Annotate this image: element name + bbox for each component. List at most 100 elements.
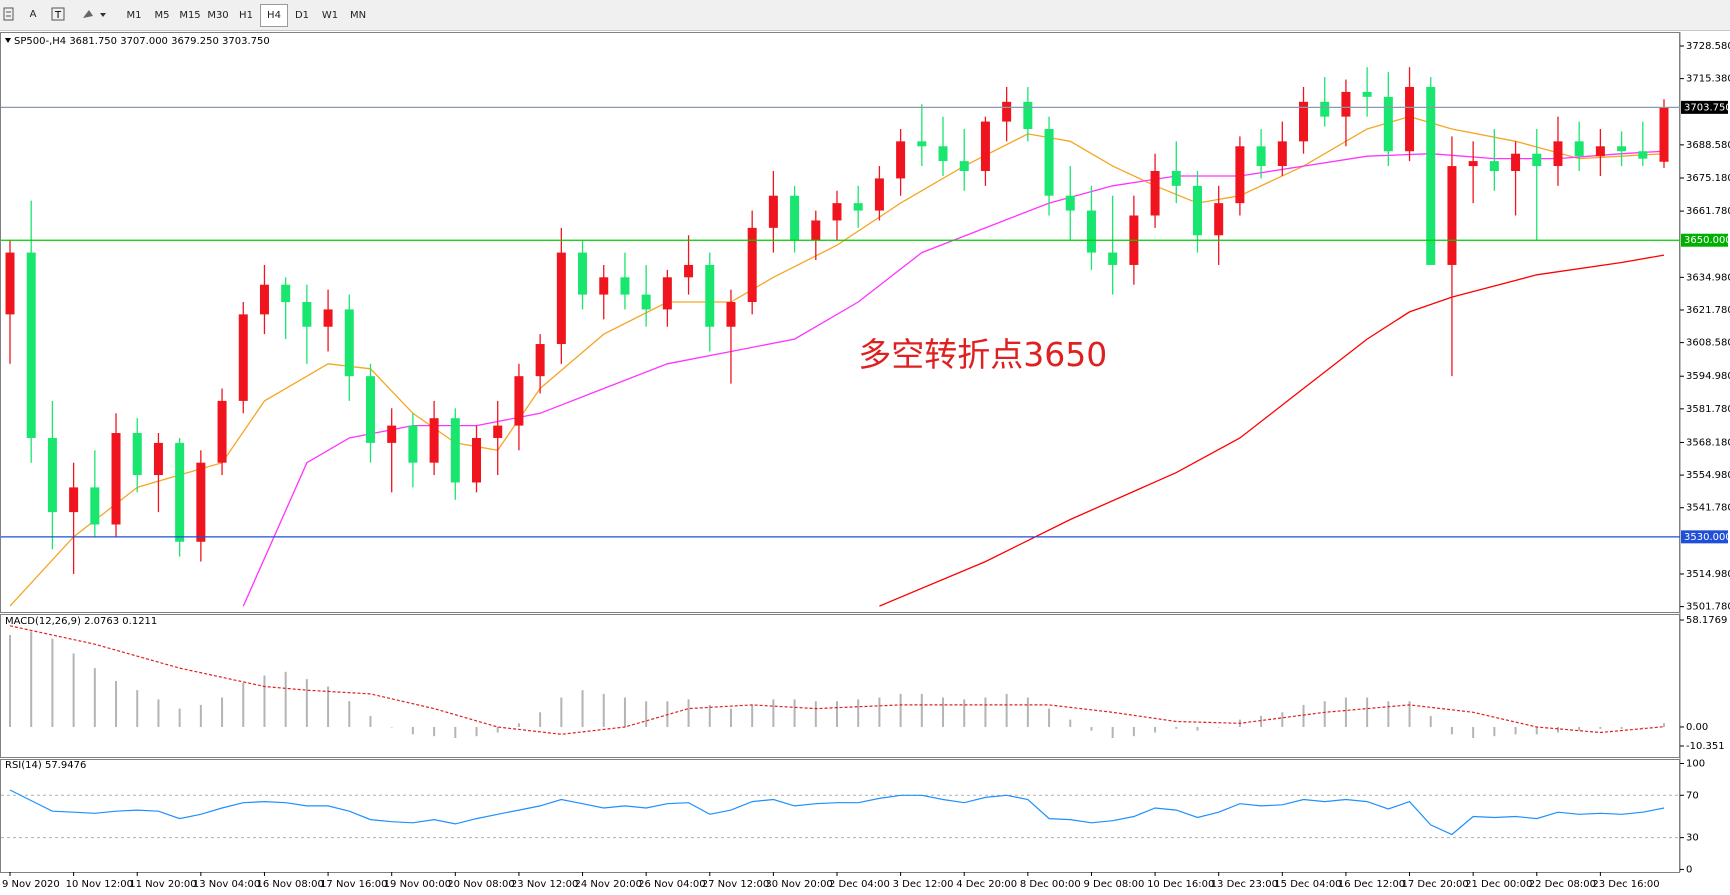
candle-body: [1553, 141, 1563, 167]
price-label: 3650.000: [1684, 235, 1730, 246]
menu-icon[interactable]: [2, 4, 16, 25]
x-tick-label: 22 Dec 08:00: [1529, 879, 1596, 890]
macd-bar: [751, 704, 754, 727]
macd-bar: [1387, 701, 1390, 727]
macd-bar: [708, 704, 711, 727]
y-tick-label: 3594.980: [1686, 371, 1730, 382]
annotation: 多空转折点3650: [858, 335, 1107, 374]
candle-body: [281, 284, 291, 303]
candle-body: [5, 252, 15, 315]
timeframe-button[interactable]: M1: [126, 10, 142, 21]
candle-body: [1150, 171, 1160, 216]
x-tick-label: 21 Dec 00:00: [1465, 879, 1532, 890]
y-tick-label: 58.1769: [1686, 615, 1727, 626]
text-tool[interactable]: T: [50, 4, 66, 25]
macd-bar: [115, 681, 118, 727]
macd-bar: [857, 699, 860, 727]
timeframe-button[interactable]: M30: [207, 10, 229, 21]
candle-body: [153, 442, 163, 476]
candle-body: [1468, 161, 1478, 167]
timeframe-button[interactable]: D1: [294, 10, 310, 21]
macd-bar: [1069, 719, 1072, 727]
macd-bar: [772, 699, 775, 727]
shapes-tool[interactable]: [80, 4, 110, 25]
candle-body: [1108, 252, 1118, 265]
candle-body: [1659, 107, 1669, 162]
indicator-title: RSI(14) 57.9476: [5, 760, 86, 771]
macd-bar: [1429, 715, 1432, 727]
candle-body: [1086, 210, 1096, 253]
timeframe-button[interactable]: H1: [239, 10, 253, 21]
macd-bar: [984, 697, 987, 727]
y-tick-label: 70: [1686, 790, 1699, 801]
x-tick-label: 8 Dec 00:00: [1020, 879, 1081, 890]
price-label-box: [1681, 100, 1728, 114]
macd-bar: [1323, 701, 1326, 727]
x-tick-label: 13 Dec 23:00: [1211, 879, 1278, 890]
macd-bar: [305, 679, 308, 727]
candle-body: [1002, 101, 1012, 122]
svg-text:T: T: [54, 10, 62, 21]
x-tick-label: 4 Dec 20:00: [956, 879, 1017, 890]
macd-bar: [666, 701, 669, 727]
toolbar: A T M1 M5 M15 M30 H1 H4 D1 W1 MN: [0, 0, 1730, 31]
timeframe-button[interactable]: M5: [154, 10, 170, 21]
timeframe-button[interactable]: MN: [349, 10, 367, 21]
timeframe-button[interactable]: W1: [321, 10, 339, 21]
macd-bar: [1026, 697, 1029, 727]
candle-body: [1320, 101, 1330, 117]
macd-bar: [1620, 726, 1623, 729]
timeframe-button[interactable]: M15: [179, 10, 201, 21]
macd-bar: [1132, 726, 1135, 737]
candle-body: [111, 433, 121, 525]
candle-body: [726, 302, 736, 327]
candle-body: [1023, 101, 1033, 129]
candle-body: [1192, 185, 1202, 236]
candle-body: [1405, 86, 1415, 152]
macd-bar: [496, 726, 499, 733]
y-tick-label: 3608.580: [1686, 338, 1730, 349]
candle-body: [514, 376, 524, 426]
rsi-line: [9, 789, 1665, 836]
timeframe-button[interactable]: H4: [260, 4, 288, 27]
x-tick-label: 24 Nov 20:00: [575, 879, 642, 890]
candle-body: [832, 203, 842, 221]
y-tick-label: 3688.580: [1686, 140, 1730, 151]
macd-bar: [1260, 715, 1263, 727]
font-button[interactable]: A: [29, 9, 37, 20]
macd-bar: [517, 723, 520, 727]
candle-body: [1489, 161, 1499, 172]
macd-bar: [1175, 726, 1178, 729]
candle-body: [620, 277, 630, 295]
x-tick-label: 3 Dec 12:00: [893, 879, 954, 890]
candle-body: [196, 462, 206, 542]
indicator-line: [9, 115, 1665, 607]
candle-body: [344, 309, 354, 377]
candle-body: [705, 264, 715, 327]
candle-body: [853, 203, 863, 211]
x-tick-label: 15 Dec 04:00: [1274, 879, 1341, 890]
indicator-title: MACD(12,26,9) 2.0763 0.1211: [5, 616, 157, 627]
candle-body: [1595, 146, 1605, 157]
candle-body: [1256, 146, 1266, 167]
candle-body: [599, 277, 609, 295]
candle-body: [302, 302, 312, 327]
macd-bar: [93, 668, 96, 727]
y-tick-label: 3675.180: [1686, 173, 1730, 184]
x-tick-label: 23 Dec 16:00: [1592, 879, 1659, 890]
macd-bar: [390, 726, 393, 728]
macd-bar: [1217, 726, 1220, 728]
macd-bar: [1514, 726, 1517, 735]
macd-bar: [963, 699, 966, 727]
candle-body: [896, 141, 906, 179]
macd-bar: [72, 653, 75, 727]
x-tick-label: 17 Dec 20:00: [1402, 879, 1469, 890]
candle-body: [874, 178, 884, 211]
macd-bar: [1408, 701, 1411, 727]
macd-bar: [1599, 726, 1602, 729]
macd-bar: [1663, 723, 1665, 727]
title-arrow: [5, 38, 11, 43]
candle-body: [959, 161, 969, 172]
y-tick-label: 30: [1686, 833, 1699, 844]
y-tick-label: 3728.580: [1686, 41, 1730, 52]
